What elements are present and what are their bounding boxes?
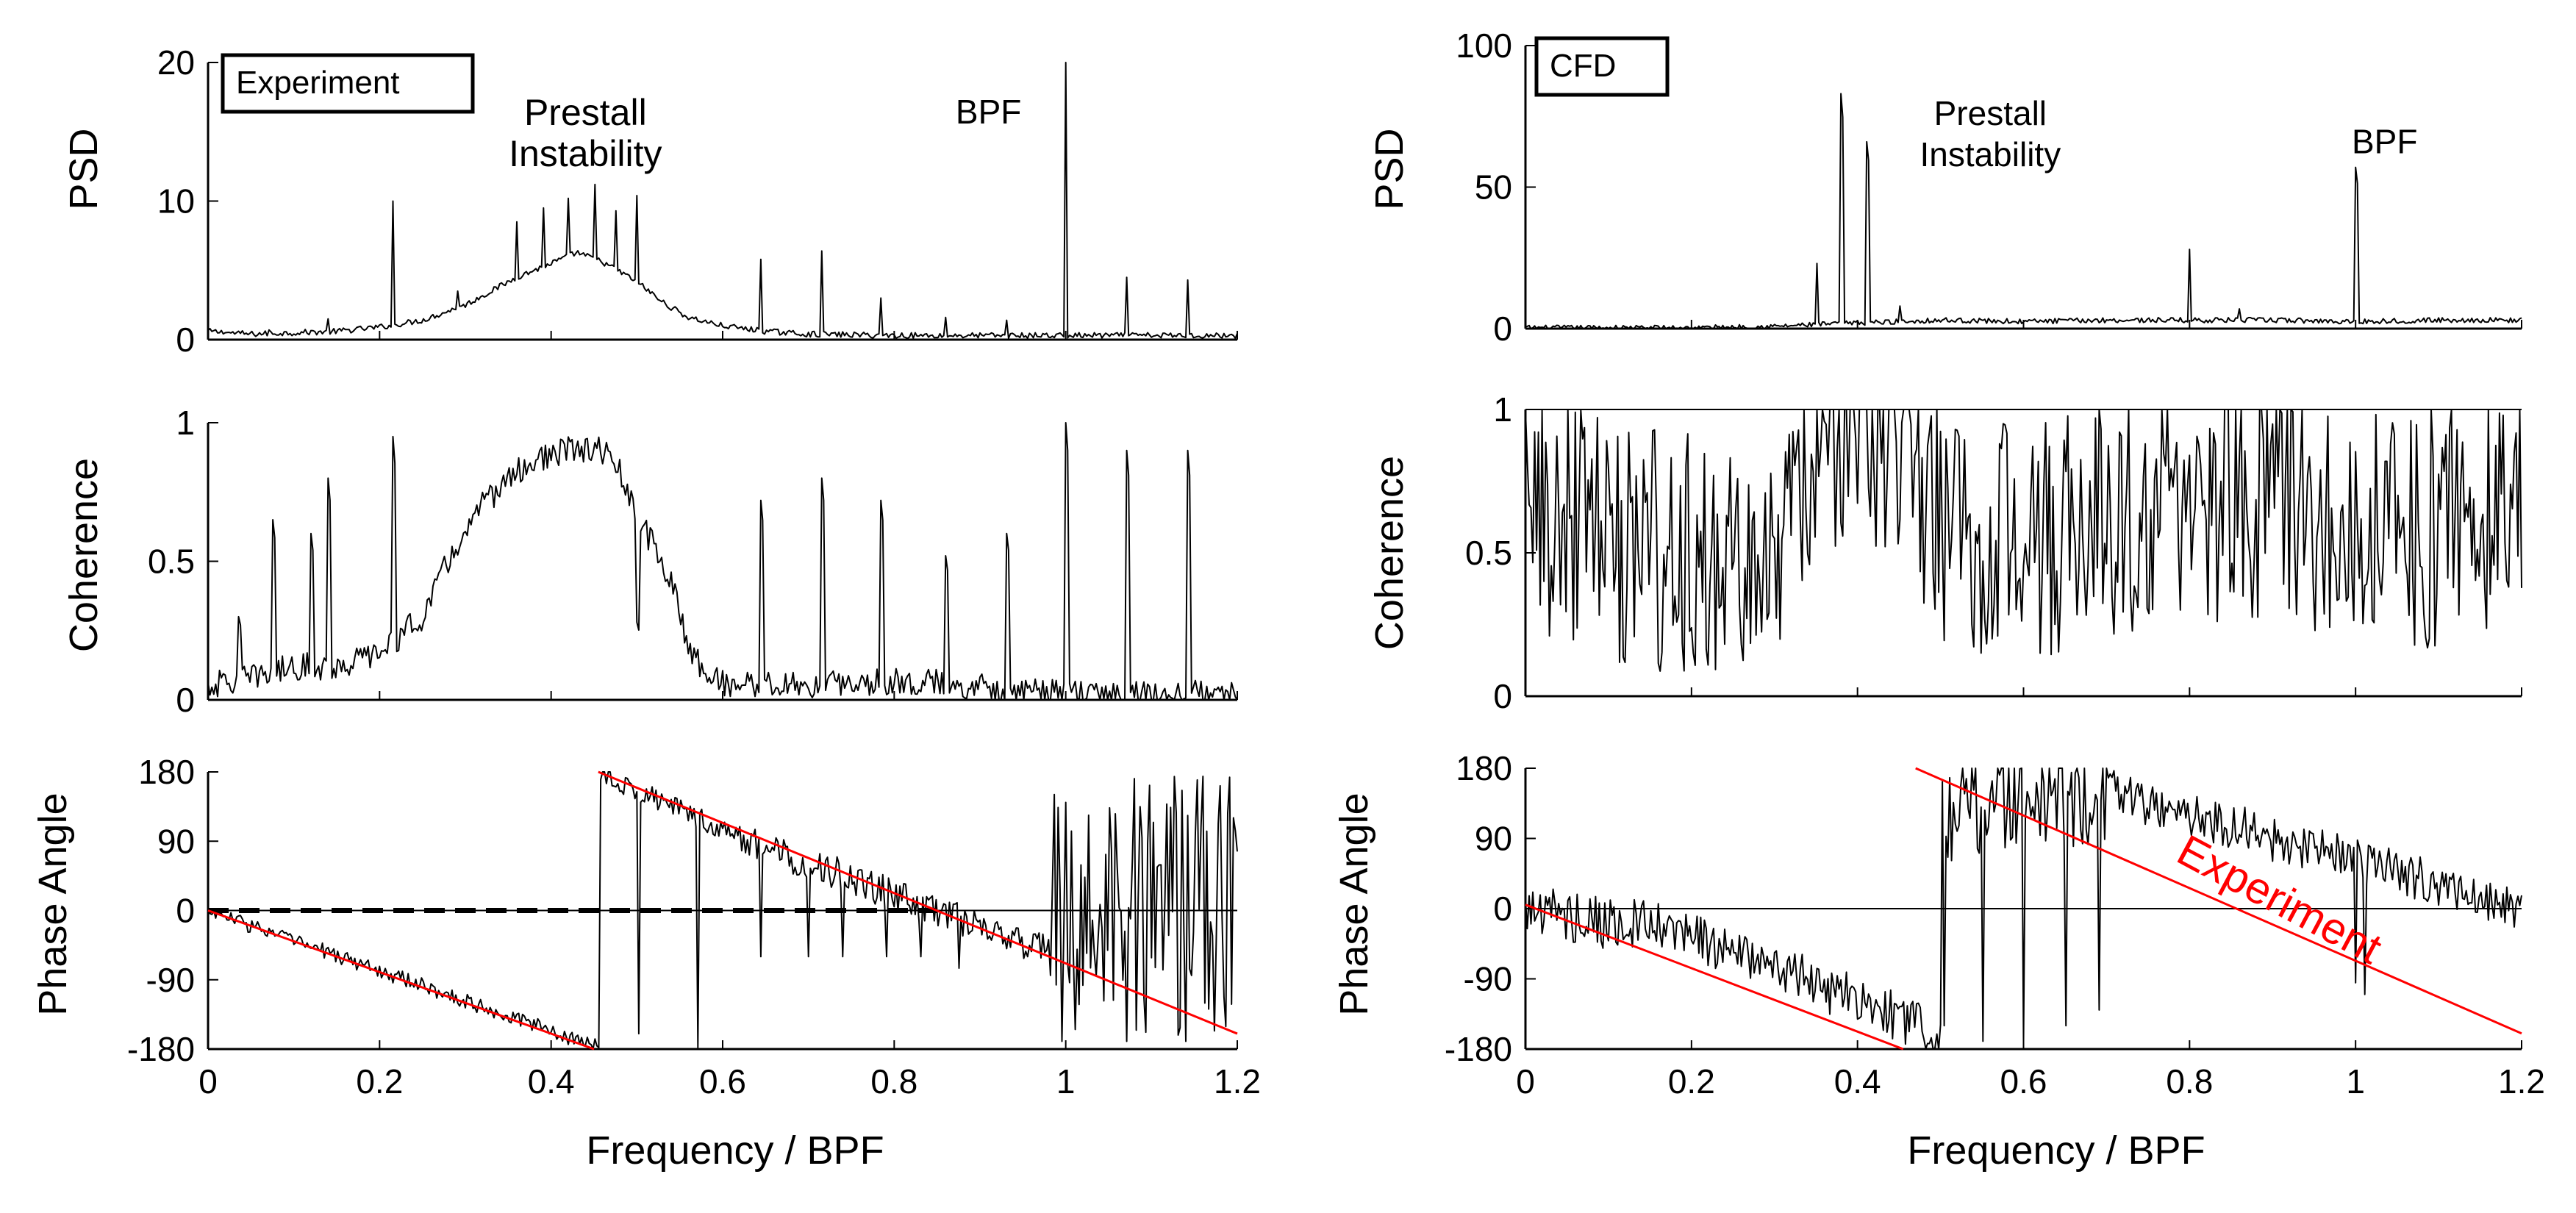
experiment-xtick-label: 0.8 — [870, 1062, 917, 1101]
cfd-coherence-axes: Coherence 00.51 — [1367, 390, 2522, 715]
experiment-xlabel: Frequency / BPF — [586, 1128, 884, 1173]
cfd-coherence-ticks: 00.51 — [1465, 390, 2522, 715]
cfd-box-label: CFD — [1550, 48, 1616, 84]
cfd-xtick-label: 1.2 — [2498, 1062, 2545, 1101]
cfd-coherence-ylabel: Coherence — [1367, 456, 1412, 650]
experiment-phase-series-line — [207, 771, 1238, 1050]
experiment-psd-ytick-label: 10 — [157, 182, 195, 221]
cfd-phase-ytick-label: -90 — [1464, 960, 1512, 998]
cfd-psd-ticks: 0 50 100 — [1456, 26, 2522, 348]
cfd-phase-series-line — [1525, 767, 2522, 1050]
experiment-xtick-label: 0 — [198, 1062, 218, 1101]
experiment-phase-ytick-label: 180 — [138, 753, 195, 791]
experiment-coherence-axes: Coherence 0 0.5 1 — [62, 404, 1238, 719]
cfd-coherence-ytick-label: 0.5 — [1465, 534, 1512, 572]
cfd-phase-ytick-label: -180 — [1445, 1030, 1512, 1068]
experiment-box: Experiment — [221, 53, 475, 114]
experiment-coherence-series-line — [207, 422, 1238, 701]
cfd-x-ticks: 0 0.2 0.4 0.6 0.8 1 1.2 — [1516, 1062, 2545, 1101]
experiment-phase-fit-line-1 — [207, 909, 595, 1051]
experiment-coherence-ylabel: Coherence — [62, 458, 106, 652]
cfd-annotation-prestall-line1: Prestall — [1934, 94, 2047, 132]
experiment-phase-axes: Phase Angle -180 -90 0 90 180 0 0.2 0.4 0.6 0.8 1… — [31, 753, 1261, 1173]
cfd-phase-ylabel: Phase Angle — [1332, 792, 1376, 1015]
experiment-psd-ylabel: PSD — [62, 128, 106, 210]
experiment-psd-ytick-label: 20 — [157, 43, 195, 82]
experiment-annotation-prestall-line2: Instability — [509, 133, 662, 174]
cfd-coherence-frame — [1524, 409, 2522, 698]
experiment-phase-ytick-label: 0 — [176, 892, 195, 930]
experiment-psd-series-line — [207, 62, 1238, 340]
cfd-coherence-series-line — [1525, 409, 2522, 672]
cfd-box: CFD — [1534, 36, 1670, 97]
cfd-xtick-label: 0.2 — [1668, 1062, 1715, 1101]
experiment-coherence-ytick-label: 1 — [176, 404, 195, 442]
cfd-box-frame — [1534, 36, 1670, 97]
experiment-xtick-label: 0.2 — [356, 1062, 403, 1101]
experiment-box-frame — [221, 53, 475, 114]
experiment-psd-frame — [207, 62, 1237, 341]
cfd-xtick-label: 1 — [2346, 1062, 2365, 1101]
cfd-xlabel: Frequency / BPF — [1907, 1128, 2205, 1173]
experiment-phase-fit-line-2 — [598, 770, 1238, 1035]
cfd-psd-ytick-label: 0 — [1493, 309, 1512, 348]
cfd-xtick-label: 0.6 — [2000, 1062, 2047, 1101]
cfd-phase-ytick-label: 0 — [1493, 890, 1512, 928]
experiment-xtick-label: 1.2 — [1214, 1062, 1261, 1101]
cfd-psd-frame — [1524, 46, 2522, 330]
cfd-annotation-prestall-line2: Instability — [1920, 135, 2061, 173]
cfd-phase-trace — [1525, 767, 2522, 1050]
cfd-phase-ytick-label: 180 — [1456, 749, 1512, 787]
experiment-coherence-ytick-label: 0 — [176, 681, 195, 719]
cfd-phase-fit-line-1 — [1525, 904, 1904, 1051]
experiment-phase-trace — [207, 771, 1238, 1050]
cfd-xtick-label: 0 — [1516, 1062, 1535, 1101]
experiment-phase-ytick-label: 90 — [157, 822, 195, 860]
cfd-psd-ytick-label: 100 — [1456, 26, 1512, 65]
experiment-xtick-label: 0.6 — [699, 1062, 746, 1101]
cfd-phase-frame — [1524, 767, 2522, 1051]
experiment-psd-ytick-label: 0 — [176, 321, 195, 359]
cfd-phase-ytick-label: 90 — [1475, 820, 1512, 858]
experiment-coherence-frame — [207, 423, 1237, 701]
experiment-phase-ylabel: Phase Angle — [31, 792, 75, 1015]
cfd-coherence-ytick-label: 1 — [1493, 390, 1512, 429]
experiment-phase-ytick-label: -90 — [146, 961, 195, 999]
experiment-coherence-ytick-label: 0.5 — [148, 543, 195, 581]
experiment-annotation-prestall-line1: Prestall — [524, 92, 647, 133]
cfd-psd-ylabel: PSD — [1367, 128, 1412, 210]
experiment-psd-axes: PSD 0 10 20 Experiment PrestallInstability… — [62, 43, 1238, 359]
cfd-coherence-ytick-label: 0 — [1493, 677, 1512, 715]
experiment-psd-trace — [207, 62, 1238, 340]
experiment-annotation-bpf-line1: BPF — [956, 93, 1021, 131]
cfd-phase-fit-line-2 — [1915, 767, 2522, 1035]
cfd-annotation-bpf-line1: BPF — [2352, 122, 2417, 160]
cfd-xtick-label: 0.8 — [2166, 1062, 2213, 1101]
cfd-coherence-trace — [1525, 409, 2522, 672]
cfd-psd-ytick-label: 50 — [1475, 168, 1512, 207]
experiment-coherence-trace — [207, 422, 1238, 701]
experiment-x-ticks: 0 0.2 0.4 0.6 0.8 1 1.2 — [198, 1062, 1261, 1101]
experiment-phase-ytick-label: -180 — [127, 1030, 195, 1068]
experiment-xtick-label: 0.4 — [528, 1062, 575, 1101]
experiment-xtick-label: 1 — [1056, 1062, 1076, 1101]
experiment-phase-ticks: -180 -90 0 90 180 — [127, 753, 1238, 1068]
experiment-phase-frame — [207, 770, 1238, 1051]
cfd-xtick-label: 0.4 — [1834, 1062, 1881, 1101]
experiment-box-label: Experiment — [236, 65, 400, 101]
